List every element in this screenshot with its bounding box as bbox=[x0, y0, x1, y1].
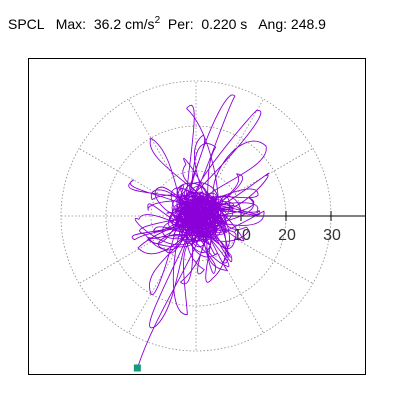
orbit-core-loop bbox=[180, 200, 215, 244]
orbit-core-loop bbox=[177, 201, 228, 223]
tick-labels: 10 20 30 bbox=[233, 227, 341, 244]
grid-spoke bbox=[234, 238, 314, 284]
angle-value: 248.9 bbox=[290, 16, 326, 32]
angle-label: Ang: bbox=[258, 16, 288, 32]
grid-spoke bbox=[128, 254, 174, 334]
orbit-core-loop bbox=[185, 211, 197, 218]
chart-header: SPCL Max: 36.2 cm/s2 Per: 0.220 s Ang: 2… bbox=[8, 15, 326, 32]
x-tick-label: 10 bbox=[233, 227, 251, 244]
grid-spoke bbox=[128, 98, 174, 178]
max-label: Max: bbox=[55, 16, 87, 32]
grid-spoke bbox=[78, 148, 158, 194]
orbit-core-loop bbox=[170, 187, 215, 237]
orbit-core-loop bbox=[172, 199, 222, 226]
orbit-core-loop bbox=[185, 204, 216, 233]
grid-spoke bbox=[78, 238, 158, 284]
orbit-core-loop bbox=[175, 197, 218, 226]
x-tick-label: 20 bbox=[278, 227, 296, 244]
max-value: 36.2 cm/s bbox=[93, 16, 155, 32]
orbit-trace bbox=[128, 94, 270, 369]
period-label: Per: bbox=[167, 16, 194, 32]
orbit-core-loop bbox=[190, 202, 213, 236]
orbit-core-loop bbox=[178, 185, 209, 243]
end-marker-layer bbox=[133, 364, 141, 372]
grid-spoke bbox=[234, 148, 314, 194]
max-exponent: 2 bbox=[154, 15, 161, 26]
period-value: 0.220 s bbox=[201, 16, 248, 32]
x-tick-label: 30 bbox=[323, 227, 341, 244]
grid-spoke bbox=[218, 98, 264, 178]
orbit-core-loop bbox=[175, 202, 209, 234]
end-marker bbox=[133, 364, 141, 372]
station-code: SPCL bbox=[8, 16, 45, 32]
orbit-core-loop bbox=[173, 205, 216, 238]
